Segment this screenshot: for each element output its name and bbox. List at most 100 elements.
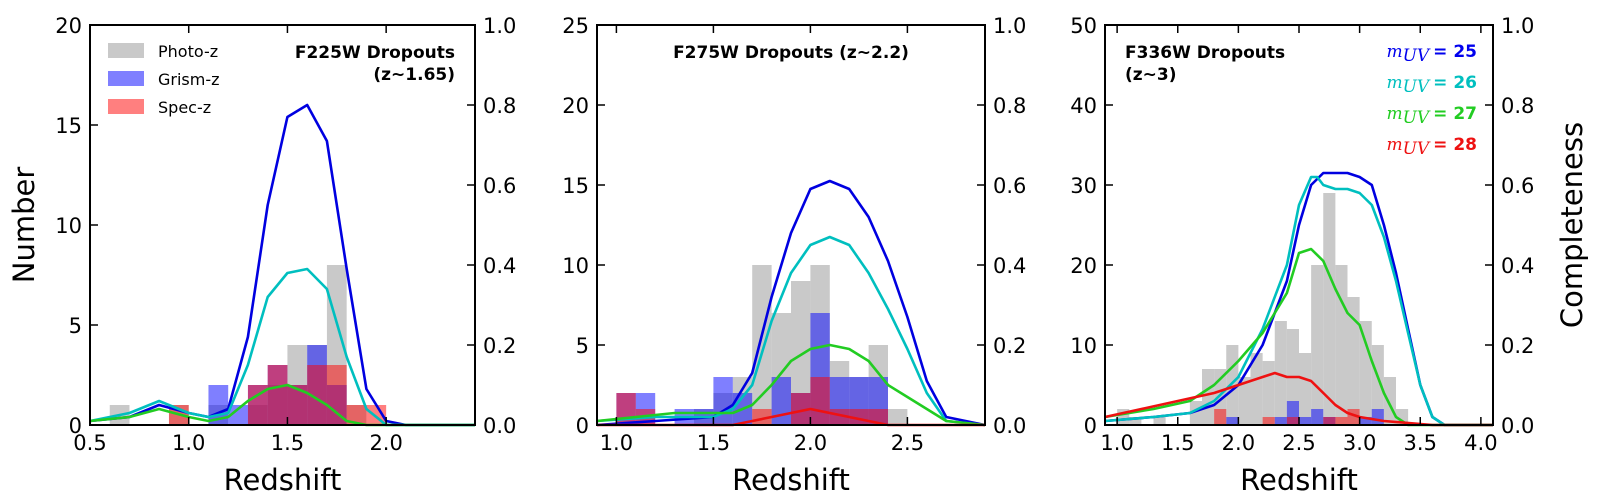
- x-tick-label: 1.0: [172, 431, 205, 455]
- magnitude-legend-entry: mUV = 26: [1386, 73, 1477, 97]
- x-tick-label: 1.5: [1161, 431, 1194, 455]
- hist-bar: [326, 365, 347, 425]
- mag-value: = 25: [1433, 42, 1477, 62]
- hist-bar: [1335, 265, 1348, 425]
- mag-subscript: UV: [1403, 46, 1431, 66]
- y-tick-label: 20: [1070, 254, 1097, 278]
- hist-bar: [791, 281, 811, 425]
- y2-tick-label: 0.4: [1501, 254, 1534, 278]
- x-tick-label: 2.0: [369, 431, 402, 455]
- hist-bar: [1299, 417, 1312, 425]
- x-tick-label: 3.0: [1343, 431, 1376, 455]
- legend-label: Spec-z: [158, 98, 211, 117]
- y2-tick-label: 0.2: [1501, 334, 1534, 358]
- y-axis-label: Number: [7, 167, 41, 284]
- completeness-curve: [1104, 371, 1493, 427]
- y-tick-label: 20: [55, 14, 82, 38]
- y-tick-label: 0: [576, 414, 589, 438]
- legend-swatch: [108, 71, 144, 86]
- x-tick-label: 1.5: [271, 431, 304, 455]
- x-tick-label: 1.0: [600, 431, 633, 455]
- y2-tick-label: 0.8: [483, 94, 516, 118]
- y-tick-label: 10: [55, 214, 82, 238]
- y-tick-label: 15: [55, 114, 82, 138]
- x-axis-label: Redshift: [1240, 463, 1358, 497]
- completeness-curve: [596, 343, 986, 427]
- mag-symbol: m: [1386, 73, 1402, 93]
- completeness-curve: [89, 267, 475, 427]
- y-tick-label: 25: [562, 14, 589, 38]
- hist-bar: [810, 377, 830, 425]
- mag-subscript: UV: [1403, 77, 1431, 97]
- mag-subscript: UV: [1403, 139, 1431, 159]
- hist-photo-z: [1117, 193, 1409, 425]
- magnitude-legend-entry: mUV = 25: [1386, 42, 1477, 66]
- legend-label: Photo-z: [158, 42, 218, 61]
- mag-value: = 27: [1433, 104, 1477, 124]
- y2-tick-label: 0.2: [483, 334, 516, 358]
- hist-bar: [1262, 417, 1275, 425]
- y-tick-label: 10: [1070, 334, 1097, 358]
- completeness-curve: [89, 103, 475, 427]
- x-tick-label: 0.5: [73, 431, 106, 455]
- y-tick-label: 50: [1070, 14, 1097, 38]
- y2-tick-label: 0.4: [993, 254, 1026, 278]
- hist-bar: [888, 409, 908, 425]
- x-tick-label: 1.5: [697, 431, 730, 455]
- y-tick-label: 15: [562, 174, 589, 198]
- completeness-curve: [596, 179, 986, 427]
- hist-bar: [1129, 417, 1142, 425]
- y-tick-label: 5: [69, 314, 82, 338]
- hist-bar: [752, 265, 772, 425]
- panel-title: F275W Dropouts (z~2.2): [673, 43, 909, 63]
- hist-bar: [1383, 377, 1396, 425]
- legend-swatch: [108, 99, 144, 114]
- x-tick-label: 2.0: [1222, 431, 1255, 455]
- hist-bar: [771, 377, 791, 425]
- hist-bar: [267, 365, 288, 425]
- y2-tick-label: 0.6: [483, 174, 516, 198]
- mag-symbol: m: [1386, 104, 1402, 124]
- x-tick-label: 2.5: [1282, 431, 1315, 455]
- legend-label: Grism-z: [158, 70, 220, 89]
- magnitude-legend-entry: mUV = 28: [1386, 135, 1477, 159]
- x-tick-label: 4.0: [1464, 431, 1497, 455]
- y-tick-label: 0: [1084, 414, 1097, 438]
- y2-tick-label: 0.6: [993, 174, 1026, 198]
- panel-1: 0.5 1.0 1.5 2.0 0 5 10 15 20 0.0 0.2 0.4 0.6 0.8 1.0 Re…: [7, 14, 516, 497]
- y2-tick-label: 0.0: [1501, 414, 1534, 438]
- x-tick-label: 1.0: [1100, 431, 1133, 455]
- y2-tick-label: 0.4: [483, 254, 516, 278]
- legend: Photo-z Grism-z Spec-z: [108, 42, 220, 117]
- y-tick-label: 40: [1070, 94, 1097, 118]
- hist-bar: [1323, 193, 1336, 425]
- hist-bar: [228, 405, 248, 425]
- mag-symbol: m: [1386, 42, 1402, 62]
- panel-subtitle: (z~3): [1125, 65, 1177, 85]
- hist-bar: [1262, 361, 1275, 425]
- y2-tick-label: 1.0: [483, 14, 516, 38]
- hist-bar: [713, 377, 733, 425]
- hist-bar: [1311, 409, 1324, 425]
- y-tick-label: 0: [69, 414, 82, 438]
- panel-subtitle: (z~1.65): [373, 65, 455, 85]
- magnitude-legend-entry: mUV = 27: [1386, 104, 1477, 128]
- hist-bar: [1335, 417, 1348, 425]
- panel-title: F225W Dropouts: [295, 43, 455, 63]
- y-tick-label: 20: [562, 94, 589, 118]
- y2-tick-label: 1.0: [1501, 14, 1534, 38]
- hist-bar: [1359, 417, 1372, 425]
- hist-bar: [346, 405, 367, 425]
- hist-bar: [1323, 417, 1336, 425]
- hist-bar: [1214, 409, 1227, 425]
- x-tick-label: 3.5: [1404, 431, 1437, 455]
- hist-bar: [1286, 417, 1299, 425]
- y-tick-label: 30: [1070, 174, 1097, 198]
- hist-bar: [1274, 417, 1287, 425]
- mag-value: = 28: [1433, 135, 1477, 155]
- hist-bar: [1189, 401, 1202, 425]
- y2-tick-label: 0.8: [1501, 94, 1534, 118]
- y2-tick-label: 0.0: [993, 414, 1026, 438]
